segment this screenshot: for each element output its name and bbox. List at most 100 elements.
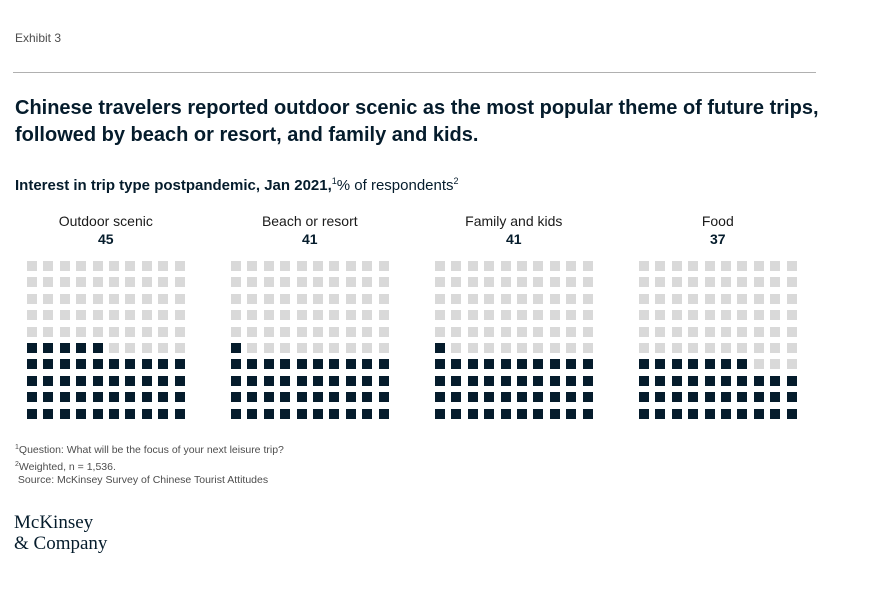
waffle-cell-filled bbox=[231, 343, 241, 353]
waffle-cell-filled bbox=[435, 343, 445, 353]
waffle-cell-empty bbox=[517, 277, 527, 288]
waffle-cell-empty bbox=[174, 261, 185, 271]
waffle-cell-empty bbox=[786, 310, 797, 321]
waffle-cell-empty bbox=[533, 261, 544, 271]
waffle-cell-empty bbox=[362, 293, 373, 304]
waffle-cell-empty bbox=[174, 310, 185, 321]
waffle-cell-empty bbox=[280, 343, 291, 353]
waffle-cell-filled bbox=[484, 408, 495, 419]
waffle-cell-filled bbox=[174, 375, 185, 386]
waffle-cell-filled bbox=[76, 408, 87, 419]
waffle-cell-filled bbox=[313, 408, 323, 419]
waffle-cell-filled bbox=[721, 392, 731, 403]
waffle-cell-filled bbox=[721, 408, 731, 419]
waffle-cell-empty bbox=[231, 326, 241, 337]
waffle-cell-empty bbox=[655, 277, 666, 288]
waffle-cell-empty bbox=[76, 261, 87, 271]
waffle-cell-filled bbox=[582, 392, 593, 403]
divider-rule bbox=[13, 72, 816, 73]
waffle-cell-empty bbox=[688, 326, 699, 337]
waffle-cell-empty bbox=[231, 261, 241, 271]
waffle-cell-empty bbox=[517, 343, 527, 353]
waffle-cell-empty bbox=[59, 277, 70, 288]
waffle-cell-filled bbox=[753, 408, 764, 419]
waffle-cell-filled bbox=[296, 408, 307, 419]
waffle-cell-empty bbox=[109, 293, 119, 304]
waffle-cell-filled bbox=[655, 408, 666, 419]
waffle-cell-filled bbox=[174, 392, 185, 403]
footnote-1-marker: 1 bbox=[15, 444, 19, 451]
chart-title: Chinese travelers reported outdoor sceni… bbox=[15, 97, 819, 146]
waffle-cell-empty bbox=[582, 343, 593, 353]
waffle-cell-filled bbox=[737, 359, 748, 370]
waffle-cell-empty bbox=[263, 293, 274, 304]
waffle-cell-empty bbox=[76, 277, 87, 288]
waffle-cell-empty bbox=[263, 261, 274, 271]
waffle-cell-filled bbox=[753, 392, 764, 403]
waffle-cell-filled bbox=[141, 375, 152, 386]
waffle-cell-empty bbox=[484, 293, 495, 304]
waffle-cell-filled bbox=[721, 375, 731, 386]
waffle-cell-empty bbox=[92, 293, 103, 304]
subtitle-unit: % of respondents bbox=[336, 177, 454, 194]
waffle-cell-empty bbox=[27, 326, 37, 337]
waffle-cell-empty bbox=[329, 326, 340, 337]
waffle-cell-empty bbox=[174, 326, 185, 337]
waffle-cell-filled bbox=[345, 408, 356, 419]
waffle-cell-empty bbox=[158, 293, 169, 304]
waffle-value-label: 41 bbox=[302, 231, 318, 247]
waffle-cell-empty bbox=[43, 261, 54, 271]
waffle-cell-filled bbox=[313, 359, 323, 370]
waffle-cell-empty bbox=[141, 277, 152, 288]
waffle-cell-empty bbox=[141, 343, 152, 353]
waffle-cell-empty bbox=[500, 261, 511, 271]
waffle-cell-filled bbox=[770, 392, 781, 403]
waffle-cell-filled bbox=[59, 359, 70, 370]
waffle-cell-empty bbox=[721, 343, 731, 353]
waffle-cell-filled bbox=[566, 375, 577, 386]
waffle-cell-filled bbox=[345, 375, 356, 386]
waffle-cell-filled bbox=[770, 408, 781, 419]
waffle-cell-empty bbox=[467, 293, 478, 304]
waffle-cell-empty bbox=[280, 277, 291, 288]
waffle-cell-filled bbox=[59, 375, 70, 386]
waffle-cell-filled bbox=[484, 392, 495, 403]
subtitle-bold: Interest in trip type postpandemic, Jan … bbox=[15, 177, 332, 194]
waffle-value-label: 37 bbox=[710, 231, 726, 247]
waffle-cell-empty bbox=[313, 343, 323, 353]
waffle-cell-empty bbox=[174, 343, 185, 353]
waffle-cell-empty bbox=[566, 343, 577, 353]
waffle-cell-empty bbox=[721, 277, 731, 288]
waffle-cell-empty bbox=[786, 261, 797, 271]
waffle-cell-empty bbox=[688, 277, 699, 288]
logo-line-2: & Company bbox=[14, 533, 108, 554]
waffle-cell-filled bbox=[280, 408, 291, 419]
waffle-cell-filled bbox=[59, 392, 70, 403]
mckinsey-logo: McKinsey & Company bbox=[14, 512, 107, 554]
waffle-cell-empty bbox=[484, 343, 495, 353]
waffle-cell-filled bbox=[566, 392, 577, 403]
waffle-cell-filled bbox=[467, 375, 478, 386]
waffle-cell-empty bbox=[362, 261, 373, 271]
waffle-cell-empty bbox=[263, 310, 274, 321]
waffle-chart: Outdoor scenic 45 Beach or resort 41 Family … bbox=[0, 205, 879, 440]
waffle-cell-filled bbox=[43, 408, 54, 419]
waffle-cell-empty bbox=[378, 343, 389, 353]
waffle-cell-empty bbox=[313, 293, 323, 304]
waffle-cell-empty bbox=[582, 293, 593, 304]
waffle-cell-empty bbox=[378, 293, 389, 304]
waffle-cell-empty bbox=[362, 310, 373, 321]
waffle-cell-empty bbox=[76, 326, 87, 337]
waffle-cell-empty bbox=[639, 310, 649, 321]
waffle-cell-filled bbox=[639, 359, 649, 370]
waffle-cell-empty bbox=[43, 310, 54, 321]
waffle-cell-filled bbox=[263, 375, 274, 386]
waffle-cell-filled bbox=[517, 408, 527, 419]
waffle-cell-empty bbox=[655, 343, 666, 353]
waffle-cell-empty bbox=[313, 326, 323, 337]
waffle-cell-empty bbox=[125, 326, 136, 337]
waffle-cell-empty bbox=[435, 310, 445, 321]
footnotes: 1Question: What will be the focus of you… bbox=[15, 441, 284, 488]
footnote-1-text: Question: What will be the focus of your… bbox=[18, 444, 284, 456]
waffle-cell-empty bbox=[517, 326, 527, 337]
